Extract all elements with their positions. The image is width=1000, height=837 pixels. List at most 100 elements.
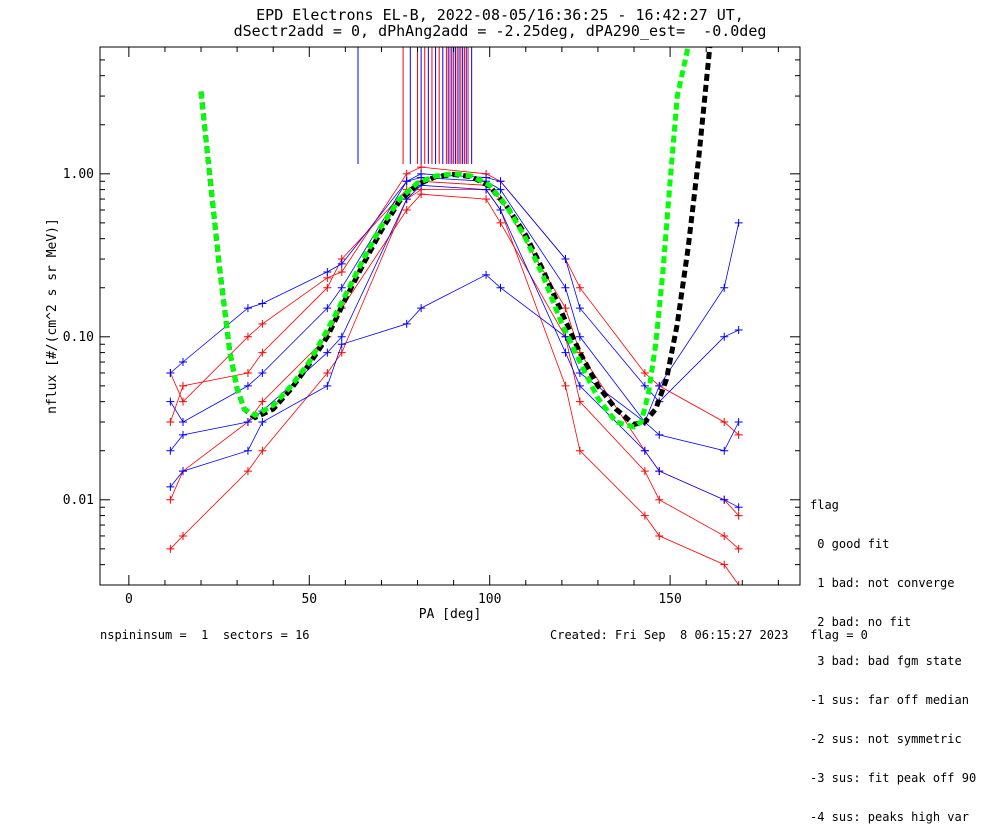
series-red-line-point [734, 544, 743, 553]
series-blue-line-point [323, 381, 332, 390]
legend-item: 2 bad: no fit [810, 615, 912, 629]
series-blue-line-point [258, 299, 267, 308]
series-blue-line-point [337, 283, 346, 292]
series-blue-line-point [337, 340, 346, 349]
series-blue-line-point [258, 418, 267, 427]
series-blue-line-point [243, 446, 252, 455]
series-red-line-point [561, 304, 570, 313]
x-tick-label: 100 [478, 592, 501, 607]
x-tick-label: 50 [301, 592, 317, 607]
series-red-line [170, 166, 739, 436]
series-blue-line-point [734, 326, 743, 335]
series-blue-line-point [496, 283, 505, 292]
series-red-line-point [575, 397, 584, 406]
series-blue-line-point [640, 446, 649, 455]
series-blue-line-point [178, 358, 187, 367]
series-blue-line-point [258, 368, 267, 377]
series-red-line-point [258, 319, 267, 328]
series-blue-line-point [323, 304, 332, 313]
series-blue-line-point [337, 259, 346, 268]
series-blue-line-point [734, 418, 743, 427]
series-blue-line-point [323, 267, 332, 276]
series-red-line-point [575, 283, 584, 292]
series-blue-line-point [561, 348, 570, 357]
series-red-line-point [720, 418, 729, 427]
series-blue-line-point [496, 185, 505, 194]
legend-item: 1 bad: not converge [810, 576, 955, 590]
x-axis-label: PA [deg] [419, 607, 482, 622]
series-red-line-point [402, 205, 411, 214]
series-red-line-point [323, 368, 332, 377]
series-blue-line-point [734, 218, 743, 227]
series-blue-line-point [402, 177, 411, 186]
series-blue-line-point [734, 503, 743, 512]
plot-frame [99, 46, 801, 586]
series-blue-line-point [337, 332, 346, 341]
series-red-line-point [166, 544, 175, 553]
legend-item: -1 sus: far off median [810, 693, 969, 707]
series-blue-line-point [178, 430, 187, 439]
series-blue-line-point [417, 304, 426, 313]
series-blue-line-point [482, 270, 491, 279]
series-blue-line-point [655, 381, 664, 390]
flag-legend: flag 0 good fit 1 bad: not converge 2 ba… [810, 473, 976, 837]
series-blue-line-point [178, 467, 187, 476]
series-blue-line-point [178, 418, 187, 427]
series-blue-line-point [166, 482, 175, 491]
x-tick-label: 150 [658, 592, 681, 607]
series-red-line-point [640, 511, 649, 520]
series-red-line-point [166, 495, 175, 504]
series-red-line-point [575, 446, 584, 455]
y-axis-label: nflux [#/(cm^2 s sr MeV)] [45, 218, 60, 414]
series-blue-line-point [243, 304, 252, 313]
chart-title-line2: dSectr2add = 0, dPhAng2add = -2.25deg, d… [233, 22, 767, 40]
series-red-line-point [655, 531, 664, 540]
series-red-line-point [640, 467, 649, 476]
series-red-line-point [640, 368, 649, 377]
series-red-line-point [178, 381, 187, 390]
series-red-line-point [166, 418, 175, 427]
series-blue-line-point [655, 430, 664, 439]
data-layer [166, 47, 743, 585]
series-blue-line-point [166, 397, 175, 406]
series-red-line-point [417, 163, 426, 172]
x-tick-label: 0 [125, 592, 133, 607]
y-tick-label: 0.10 [63, 330, 94, 345]
series-blue-line-point [720, 283, 729, 292]
y-tick-label: 1.00 [63, 167, 94, 182]
series-red-line-point [734, 430, 743, 439]
series-red-line-point [178, 531, 187, 540]
chart-svg: 0 50 100 150 0.01 0.10 1.00 PA [deg] nflux [#/… [45, 46, 801, 622]
series-red-line-point [734, 511, 743, 520]
series-blue-line-point [323, 348, 332, 357]
series-blue-line-point [575, 332, 584, 341]
chart-title-line1: EPD Electrons EL-B, 2022-08-05/16:36:25 … [256, 6, 744, 24]
series-blue-line-point [561, 255, 570, 264]
legend-title: flag [810, 498, 839, 512]
series-blue-line-point [166, 368, 175, 377]
footer-right: Created: Fri Sep 8 06:15:27 2023 flag = … [550, 628, 868, 642]
series-blue-line-point [496, 177, 505, 186]
series-red-line-point [243, 368, 252, 377]
series-red-line-point [258, 348, 267, 357]
series-blue-line-point [496, 205, 505, 214]
series-blue-line [170, 222, 740, 488]
series-red-line-point [337, 267, 346, 276]
series-red-line-point [496, 218, 505, 227]
series-red-line-point [258, 446, 267, 455]
legend-item: -4 sus: peaks high var [810, 810, 969, 824]
series-blue-line-point [243, 381, 252, 390]
series-red-line-point [178, 397, 187, 406]
series-red-line-point [734, 581, 743, 585]
series-red-line-point [720, 560, 729, 569]
axis-layer: 0 50 100 150 0.01 0.10 1.00 [63, 46, 801, 607]
series-blue-line-point [402, 319, 411, 328]
series-red-line [170, 189, 740, 585]
series-blue-line-point [417, 169, 426, 178]
series-blue-line-point [243, 418, 252, 427]
series-blue-line-point [482, 173, 491, 182]
fit-green-line [198, 47, 691, 430]
series-red-line-point [561, 381, 570, 390]
series-blue-line [170, 177, 740, 452]
series-blue-line-point [655, 467, 664, 476]
